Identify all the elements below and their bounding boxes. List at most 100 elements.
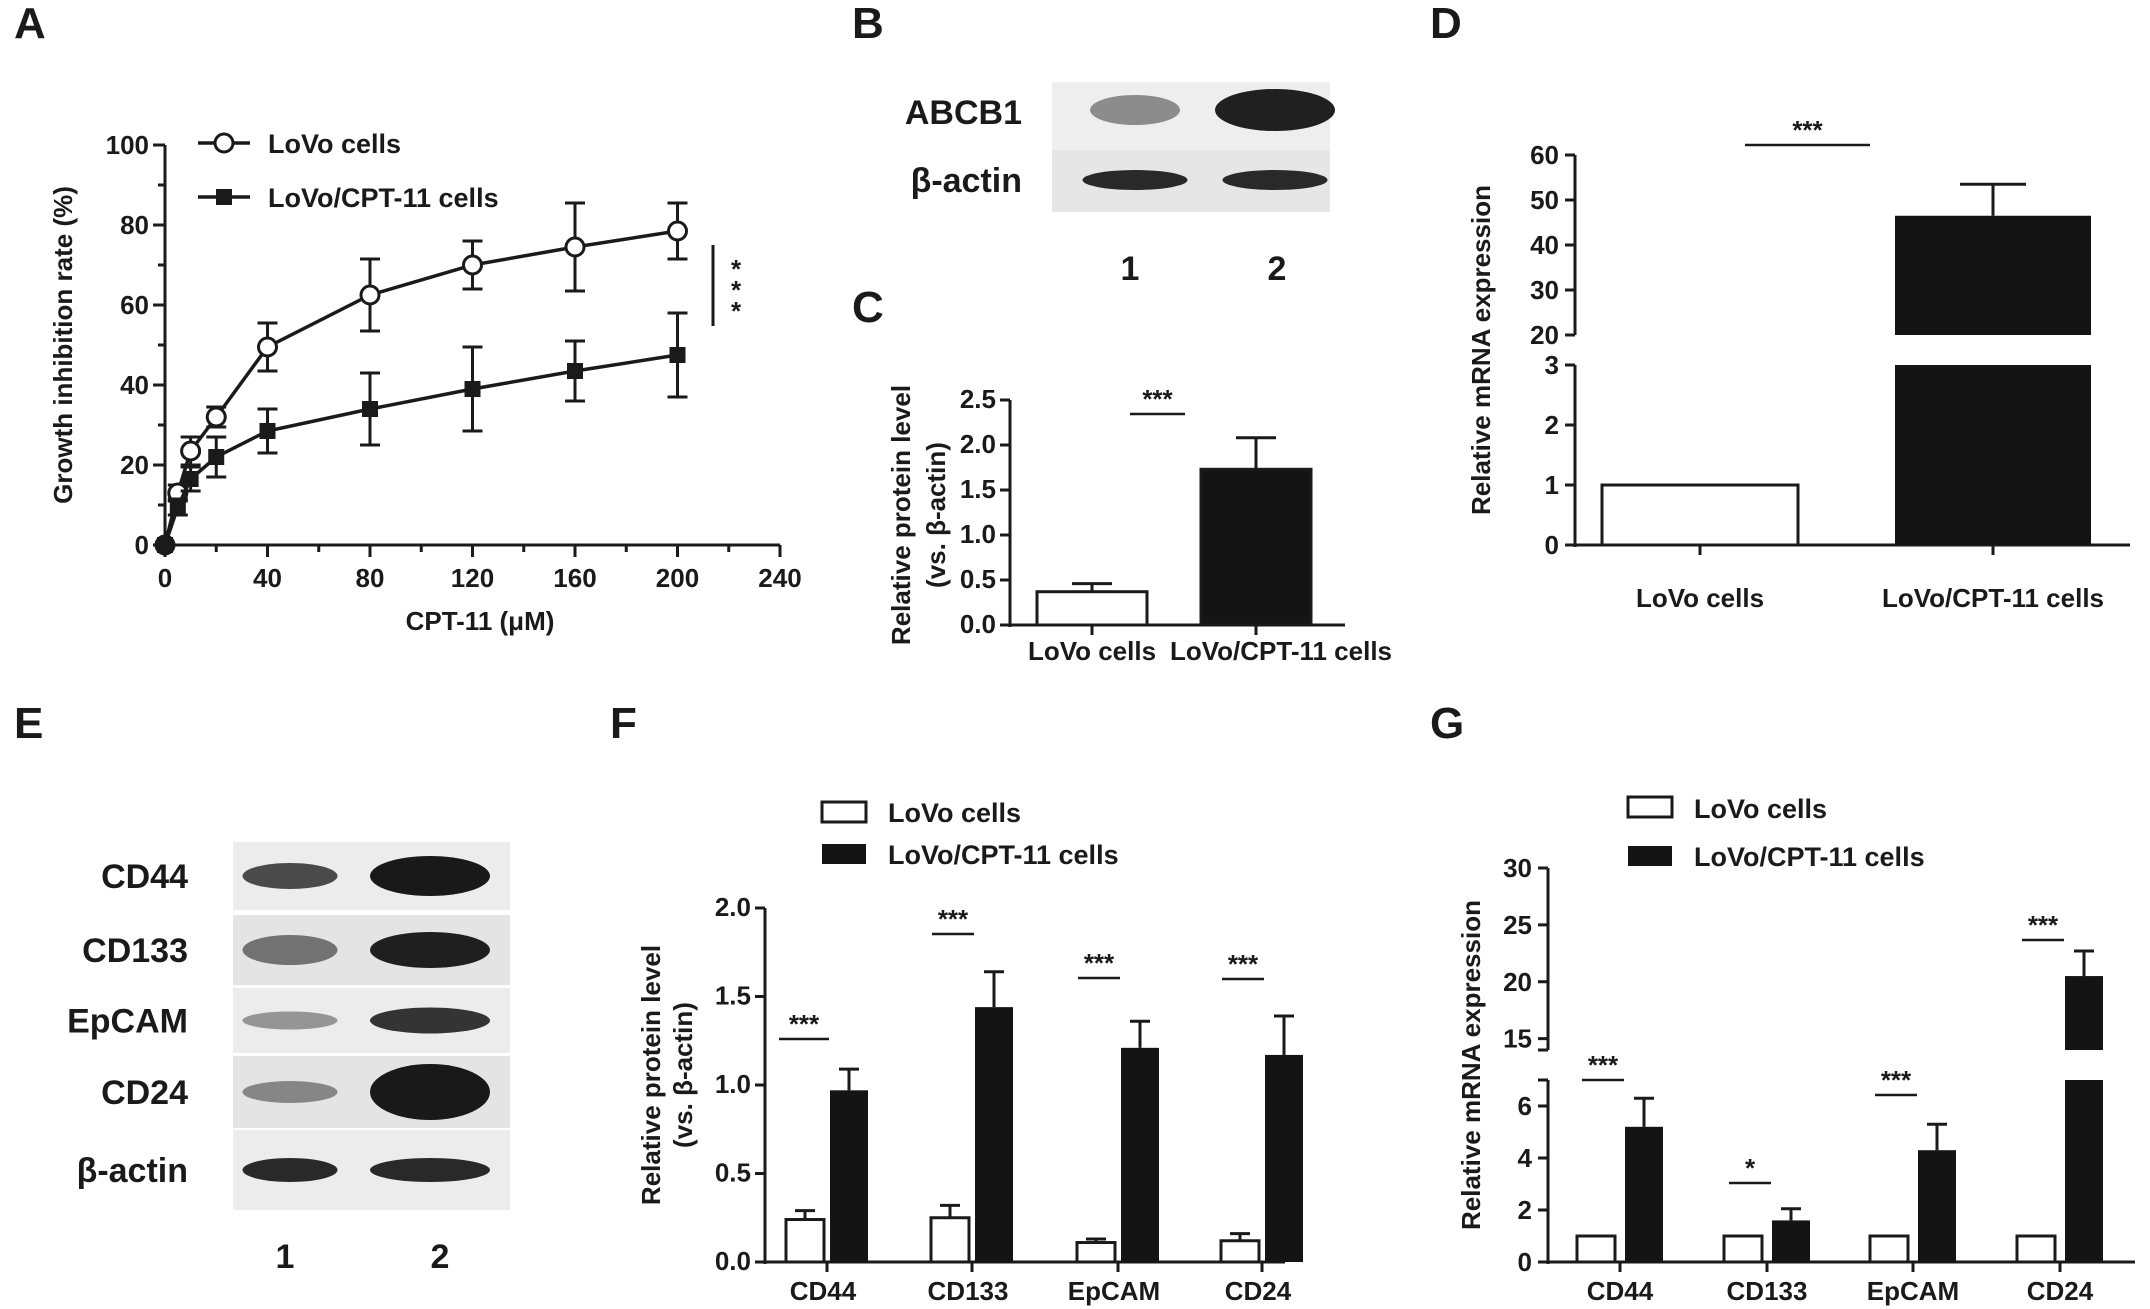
bar-lovo-cpt11: [1121, 1047, 1159, 1262]
legend-label-1: LoVo/CPT-11 cells: [268, 183, 499, 213]
y-tick-label: 15: [1503, 1024, 1532, 1054]
y-tick-label: 1.5: [960, 474, 996, 504]
band-lane1: [242, 1011, 338, 1030]
y-tick-label: 60: [1530, 140, 1559, 170]
y-tick-label: 80: [120, 210, 149, 240]
y-axis-title: Growth inhibition rate (%): [48, 186, 78, 504]
data-point-lovo: [205, 406, 227, 428]
data-point-lovo-cpt11: [169, 499, 186, 515]
significance-stars: ***: [789, 1009, 820, 1039]
panel-label-d: D: [1430, 0, 1462, 48]
y-axis-title: Relative mRNA expression: [1466, 185, 1496, 515]
y-tick-label: 100: [106, 130, 149, 160]
legend-label-1: LoVo/CPT-11 cells: [888, 840, 1119, 870]
significance-stars: ***: [1228, 949, 1259, 979]
legend-swatch-1: [1628, 846, 1672, 866]
blot-row-label: EpCAM: [67, 1003, 188, 1041]
y-tick-label: 40: [120, 370, 149, 400]
y-tick-label: 2: [1518, 1195, 1532, 1225]
x-tick-label: 200: [656, 563, 699, 593]
y-tick-label: 25: [1503, 910, 1532, 940]
x-tick-label: 0: [158, 563, 172, 593]
significance-stars: ***: [2028, 910, 2059, 940]
bar-lovo-cpt11: [830, 1090, 868, 1262]
band-lane1: [242, 935, 338, 965]
lane-label: 2: [431, 1238, 450, 1276]
blot-row-label: β-actin: [911, 162, 1022, 200]
legend-label-0: LoVo cells: [268, 129, 401, 159]
significance-star: *: [731, 296, 742, 326]
x-tick-label: 40: [253, 563, 282, 593]
x-tick-label: 160: [553, 563, 596, 593]
y-tick-label: 30: [1503, 853, 1532, 883]
data-point-lovo: [257, 336, 278, 358]
panel-label-g: G: [1430, 699, 1464, 748]
chart-c: 0.0 0.5 1.0 1.5 2.0 2.5 LoVo cells LoVo/CPT-11 …: [886, 384, 1392, 666]
y-tick-label: 0.5: [960, 564, 996, 594]
y-tick-label: 2.0: [715, 892, 751, 922]
x-tick-label: LoVo cells: [1636, 583, 1764, 613]
y-tick-label: 4: [1518, 1143, 1533, 1173]
x-tick-label: LoVo cells: [1028, 636, 1156, 666]
blot-row-label: β-actin: [77, 1152, 188, 1190]
y-tick-label: 0: [1518, 1247, 1532, 1277]
data-point-lovo: [667, 220, 688, 242]
x-axis-title: CPT-11 (μM): [406, 606, 555, 636]
bar-lovo-cpt11: [1265, 1054, 1303, 1262]
y-tick-label: 2.5: [960, 384, 996, 414]
legend-label-0: LoVo cells: [888, 798, 1021, 828]
bar-1: [1199, 467, 1313, 627]
legend-label-1: LoVo/CPT-11 cells: [1694, 842, 1925, 872]
bar-lovo: [2015, 1234, 2057, 1264]
band-lane1: [242, 1081, 338, 1103]
lane-label: 1: [1121, 250, 1140, 288]
x-tick-label: LoVo/CPT-11 cells: [1170, 636, 1392, 666]
bar-lovo-cpt11: [1625, 1126, 1663, 1262]
x-tick-label: CD44: [1587, 1276, 1654, 1306]
data-point-lovo: [462, 254, 483, 276]
blot-b: ABCB1 β-actin 1 2: [905, 82, 1335, 288]
x-tick-label: EpCAM: [1068, 1276, 1160, 1306]
significance-stars: ***: [1588, 1050, 1619, 1080]
bar-lovo-cpt11: [1772, 1220, 1810, 1262]
y-tick-label: 1.0: [715, 1069, 751, 1099]
panel-label-a: A: [14, 0, 46, 48]
bar-lovo: [1575, 1234, 1617, 1264]
x-tick-label: CD133: [1727, 1276, 1808, 1306]
x-tick-label: 240: [758, 563, 801, 593]
legend-swatch-0: [820, 800, 868, 824]
y-tick-label: 0: [135, 530, 149, 560]
significance-stars: ***: [1792, 115, 1823, 145]
band-abcb1-lane2: [1215, 89, 1335, 131]
data-point-lovo-cpt11: [182, 471, 199, 487]
chart-a: 0 20 40 60 80 100 0 40 80 120 160 200 240 CPT-11 (μM)…: [48, 129, 802, 636]
y-tick-label: 1.0: [960, 519, 996, 549]
y-axis-title-2: (vs. β-actin): [921, 442, 951, 588]
significance-stars: ***: [938, 904, 969, 934]
y-tick-label: 0.0: [715, 1246, 751, 1276]
y-tick-label: 20: [1503, 967, 1532, 997]
data-point-lovo-cpt11: [567, 363, 583, 379]
significance-stars: *: [1745, 1153, 1756, 1183]
y-tick-label: 0: [1545, 530, 1559, 560]
bar-lovo: [784, 1218, 826, 1264]
y-tick-label: 0.5: [715, 1158, 751, 1188]
blot-row-label: ABCB1: [905, 94, 1022, 132]
chart-g: 0 2 4 6 15 20 25 30 CD44 *** CD133 * EpCAM *** CD24 ***…: [1456, 794, 2135, 1306]
bar-lovo: [1075, 1241, 1117, 1264]
series-line-0: [163, 229, 678, 546]
y-tick-label: 50: [1530, 185, 1559, 215]
significance-stars: ***: [1881, 1065, 1912, 1095]
x-tick-label: CD24: [1225, 1276, 1292, 1306]
y-tick-label: 20: [1530, 320, 1559, 350]
x-tick-label: 120: [451, 563, 494, 593]
band-abcb1-lane1: [1090, 95, 1180, 125]
band-lane2: [370, 856, 490, 896]
panel-label-e: E: [14, 699, 43, 748]
y-tick-label: 30: [1530, 275, 1559, 305]
bar-lovo: [1219, 1239, 1261, 1264]
x-tick-label: CD24: [2027, 1276, 2094, 1306]
blot-e: CD44 CD133 EpCAM CD24 β-actin 1 2: [67, 842, 510, 1276]
y-axis-title: Relative protein level: [636, 945, 666, 1205]
